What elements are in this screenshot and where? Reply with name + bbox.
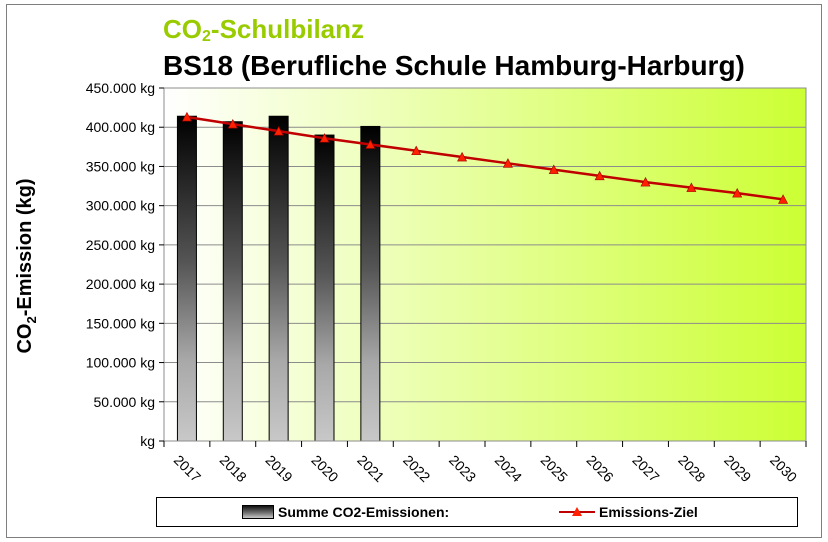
legend-item-emissions: Summe CO2-Emissionen: (242, 504, 449, 520)
y-tick-label: 50.000 kg (94, 394, 156, 410)
x-tick-label-2017: 2017 (171, 452, 204, 485)
x-tick-label-2025: 2025 (538, 452, 571, 485)
target-marker-2026 (594, 170, 605, 181)
x-tick-label-2029: 2029 (721, 452, 754, 485)
legend-line-swatch (559, 505, 595, 519)
target-line (186, 115, 784, 201)
x-tick-label-2026: 2026 (584, 452, 617, 485)
target-marker-2030 (778, 194, 789, 204)
y-tick-label: 300.000 kg (86, 198, 155, 214)
y-tick-label: 150.000 kg (86, 315, 155, 331)
bar-2017 (176, 115, 197, 442)
x-tick-label-2022: 2022 (400, 452, 433, 485)
target-marker-2017 (181, 111, 192, 122)
y-tick-label: 200.000 kg (86, 276, 155, 292)
x-tick-label-2018: 2018 (217, 452, 250, 485)
legend-label-target: Emissions-Ziel (599, 504, 698, 520)
y-tick-label: kg (140, 433, 155, 449)
bar-2019 (268, 115, 289, 442)
x-tick-label-2030: 2030 (767, 452, 800, 485)
target-marker-2025 (548, 164, 559, 174)
x-tick-label-2020: 2020 (308, 452, 341, 485)
x-tick-label-2027: 2027 (629, 452, 662, 485)
chart-title: CO2-Schulbilanz (163, 14, 365, 45)
chart-subtitle: BS18 (Berufliche Schule Hamburg-Harburg) (163, 50, 745, 81)
chart-legend: Summe CO2-Emissionen: Emissions-Ziel (156, 497, 798, 527)
y-tick-label: 350.000 kg (86, 158, 155, 174)
plot-area (164, 88, 806, 441)
legend-bar-swatch (242, 505, 274, 519)
target-marker-2023 (457, 151, 468, 162)
x-tick-label-2028: 2028 (675, 452, 708, 485)
bar-2018 (222, 121, 243, 442)
x-tick-label-2023: 2023 (446, 452, 479, 485)
legend-item-target: Emissions-Ziel (559, 504, 698, 520)
target-marker-2028 (686, 182, 697, 192)
target-marker-2029 (732, 187, 743, 198)
x-tick-label-2024: 2024 (492, 452, 525, 485)
bar-2020 (314, 134, 335, 442)
target-marker-2020 (319, 133, 330, 143)
target-marker-2024 (502, 158, 513, 168)
x-tick-label-2021: 2021 (354, 452, 387, 485)
y-tick-label: 400.000 kg (86, 119, 155, 135)
target-marker-2018 (227, 118, 238, 129)
y-tick-label: 100.000 kg (86, 355, 155, 371)
target-marker-2019 (273, 126, 284, 136)
x-tick-label-2019: 2019 (263, 452, 296, 485)
target-marker-2022 (411, 145, 422, 156)
legend-label-emissions: Summe CO2-Emissionen: (278, 504, 450, 520)
target-marker-2027 (640, 176, 651, 187)
bar-2021 (360, 125, 381, 442)
y-tick-label: 250.000 kg (86, 237, 155, 253)
target-marker-2021 (365, 139, 376, 149)
y-tick-label: 450.000 kg (86, 80, 155, 96)
